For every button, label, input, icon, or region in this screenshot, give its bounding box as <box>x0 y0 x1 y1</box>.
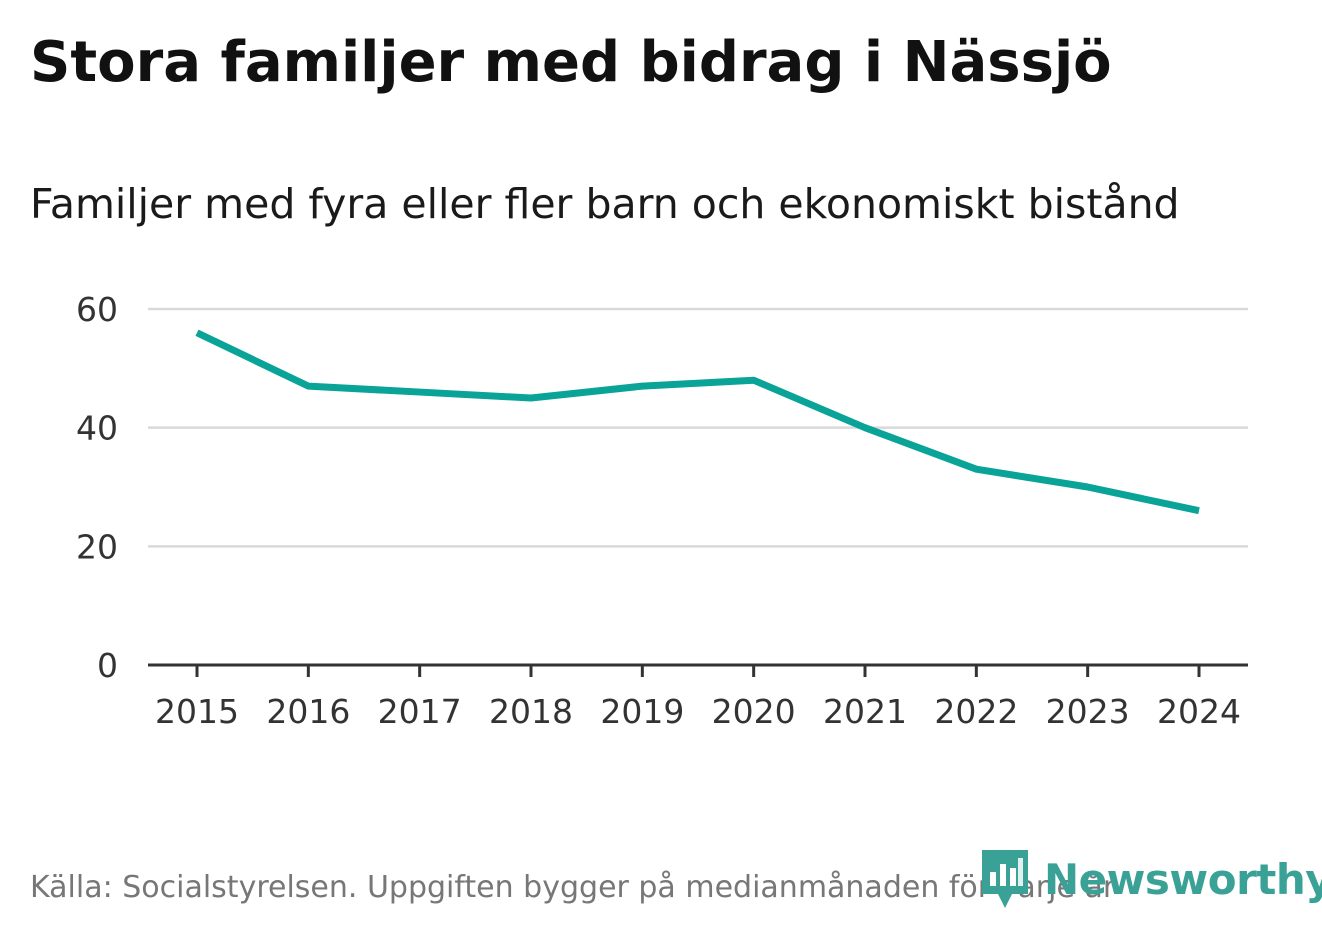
y-tick-label: 60 <box>76 290 118 329</box>
x-tick-label: 2020 <box>712 692 796 731</box>
y-tick-label: 40 <box>76 409 118 448</box>
y-tick-label: 20 <box>76 527 118 566</box>
chart-subtitle: Familjer med fyra eller fler barn och ek… <box>30 180 1180 228</box>
newsworthy-logo: Newsworthy <box>980 848 1322 910</box>
gridlines <box>148 307 1248 548</box>
x-tick-label: 2017 <box>378 692 462 731</box>
x-tick-label: 2015 <box>155 692 239 731</box>
newsworthy-logo-icon <box>982 850 1028 908</box>
series-layer <box>195 329 1200 515</box>
x-tick-label: 2024 <box>1157 692 1241 731</box>
x-tick-label: 2019 <box>600 692 684 731</box>
x-tick-label: 2021 <box>823 692 907 731</box>
source-note: Källa: Socialstyrelsen. Uppgiften bygger… <box>30 870 1116 905</box>
chart-title: Stora familjer med bidrag i Nässjö <box>30 30 1112 95</box>
series-line-0 <box>195 329 1200 515</box>
newsworthy-logo-text: Newsworthy <box>1044 854 1322 904</box>
y-axis-ticks: 0 20 40 60 <box>76 290 118 685</box>
x-tick-label: 2018 <box>489 692 573 731</box>
x-tick-label: 2016 <box>266 692 350 731</box>
x-tick-label: 2022 <box>934 692 1018 731</box>
x-tick-label: 2023 <box>1046 692 1130 731</box>
y-tick-label: 0 <box>97 646 118 685</box>
x-axis-ticks: 2015 2016 2017 2018 2019 2020 2021 2022 2023 2024 <box>155 665 1241 731</box>
